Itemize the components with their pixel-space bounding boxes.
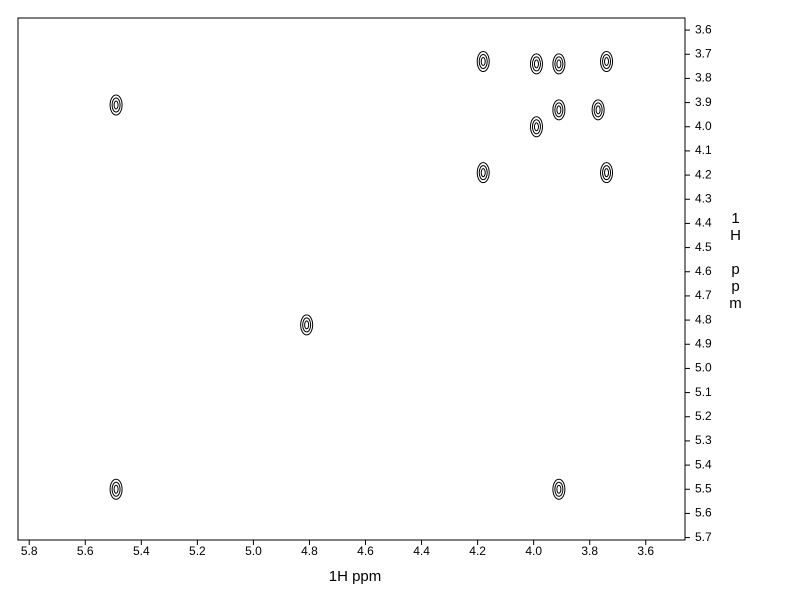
y-tick-label: 5.2 <box>695 409 712 423</box>
contour-peak <box>600 51 614 72</box>
contour-peak <box>476 51 490 72</box>
contour-peak <box>604 168 610 178</box>
contour-peak <box>529 116 543 138</box>
y-tick-label: 4.3 <box>695 191 712 205</box>
x-tick-label: 5.0 <box>245 544 262 558</box>
contour-peak <box>480 57 486 66</box>
y-tick-label: 5.5 <box>695 481 712 495</box>
contour-peak <box>554 481 564 497</box>
contour-peak <box>602 54 612 69</box>
contour-peak <box>591 99 605 121</box>
contour-peak <box>113 484 119 494</box>
contour-peak <box>604 57 610 66</box>
x-tick-label: 5.6 <box>77 544 94 558</box>
contour-peak <box>531 119 541 135</box>
x-axis-title: 1H ppm <box>329 568 382 585</box>
contour-peak <box>552 53 566 75</box>
y-tick-label: 4.4 <box>695 216 712 230</box>
y-tick-label: 5.4 <box>695 457 712 471</box>
contour-peak <box>600 162 614 184</box>
contour-peak <box>556 59 562 69</box>
contour-peak <box>111 481 121 497</box>
y-tick-label: 3.9 <box>695 95 712 109</box>
y-tick-label: 5.7 <box>695 530 712 544</box>
y-tick-label: 4.6 <box>695 264 712 278</box>
contour-peak <box>476 162 490 184</box>
contour-peak <box>552 99 566 121</box>
x-tick-label: 4.6 <box>357 544 374 558</box>
plot-frame <box>17 17 686 541</box>
y-tick-label: 5.3 <box>695 433 712 447</box>
contour-peak <box>478 165 488 181</box>
contour-peak <box>552 478 566 500</box>
contour-peak <box>304 320 310 330</box>
y-tick-label: 5.0 <box>695 361 712 375</box>
contour-peak <box>602 165 612 181</box>
y-tick-label: 3.8 <box>695 71 712 85</box>
contour-peak <box>533 122 539 132</box>
x-tick-label: 5.8 <box>21 544 38 558</box>
y-tick-label: 4.9 <box>695 336 712 350</box>
contour-peak <box>480 168 486 178</box>
y-tick-label: 4.1 <box>695 143 712 157</box>
y-tick-label: 5.1 <box>695 385 712 399</box>
y-tick-label: 4.7 <box>695 288 712 302</box>
y-tick-label: 4.0 <box>695 119 712 133</box>
contour-peak <box>113 100 119 110</box>
contour-peak <box>533 59 539 69</box>
contour-peak <box>554 102 564 118</box>
x-tick-label: 3.6 <box>637 544 654 558</box>
contour-peak <box>302 317 312 333</box>
contour-peak <box>300 314 314 336</box>
y-tick-label: 3.6 <box>695 22 712 36</box>
y-tick-label: 4.2 <box>695 167 712 181</box>
contour-peak <box>111 97 121 113</box>
y-axis-title: 1H ppm <box>727 210 744 312</box>
y-tick-label: 5.6 <box>695 506 712 520</box>
y-tick-label: 4.5 <box>695 240 712 254</box>
contour-peak <box>556 484 562 494</box>
x-tick-label: 5.4 <box>133 544 150 558</box>
y-tick-label: 3.7 <box>695 46 712 60</box>
x-tick-label: 4.4 <box>413 544 430 558</box>
contour-peak <box>531 56 541 72</box>
contour-peak <box>109 478 123 500</box>
contour-peak <box>554 56 564 72</box>
x-tick-label: 3.8 <box>581 544 598 558</box>
contour-peak <box>593 102 603 118</box>
x-tick-label: 4.8 <box>301 544 318 558</box>
x-tick-label: 4.2 <box>469 544 486 558</box>
contour-peak <box>556 105 562 115</box>
contour-peak <box>478 54 488 69</box>
contour-peak <box>109 94 123 116</box>
contour-peak <box>529 53 543 75</box>
y-tick-label: 4.8 <box>695 312 712 326</box>
x-tick-label: 4.0 <box>525 544 542 558</box>
contour-peak <box>595 105 601 115</box>
x-tick-label: 5.2 <box>189 544 206 558</box>
